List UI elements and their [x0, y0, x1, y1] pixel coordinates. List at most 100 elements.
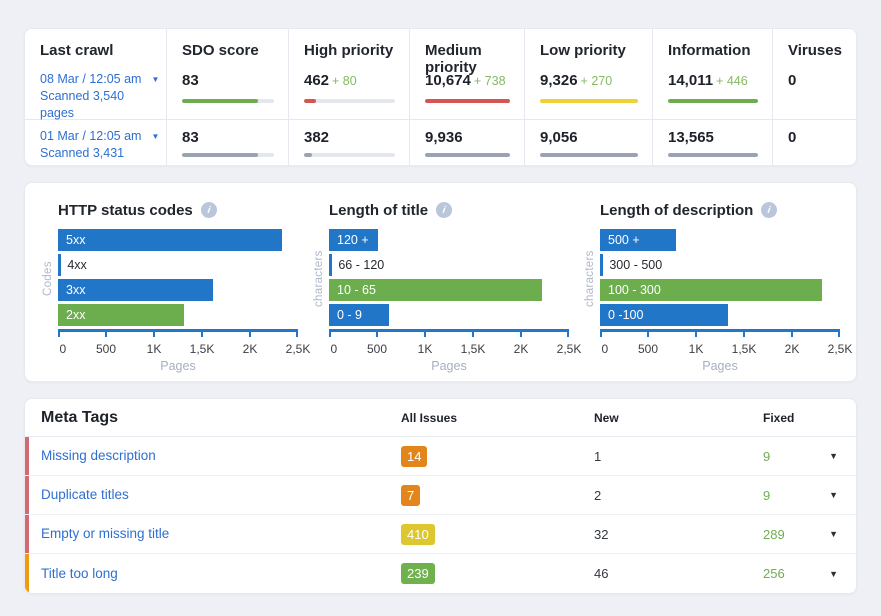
- bar-label: 2xx: [66, 308, 86, 322]
- info-icon[interactable]: i: [435, 200, 454, 220]
- metric-cell-high-priority: 462 + 80: [289, 67, 410, 122]
- chevron-down-icon[interactable]: ▼: [829, 568, 838, 579]
- crawl-date-label: 08 Mar / 12:05 am: [40, 72, 142, 86]
- bar-label: 100 - 300: [608, 283, 661, 297]
- new-count: 1: [594, 448, 602, 464]
- crawl-row-current: 08 Mar / 12:05 am ▼ Scanned 3,540 pages …: [25, 67, 856, 122]
- crawl-date-label: 01 Mar / 12:05 am: [40, 129, 142, 143]
- info-icon[interactable]: i: [199, 200, 218, 220]
- column-header-fixed: Fixed: [763, 410, 795, 425]
- new-count: 32: [594, 526, 609, 542]
- x-axis-label: Pages: [431, 359, 467, 373]
- metric-cell-information: 14,011 + 446: [653, 67, 773, 122]
- progress-bar: [182, 153, 274, 157]
- scanned-pages-label: Scanned 3,540 pages: [40, 89, 125, 120]
- x-axis-label: Pages: [702, 359, 738, 373]
- severity-accent-bar: [25, 554, 29, 593]
- all-issues-badge: 239: [401, 563, 435, 584]
- table-row-duplicate-titles[interactable]: Duplicate titles 7 2 9 ▼: [25, 476, 856, 515]
- column-header-new: New: [594, 410, 619, 425]
- issue-link[interactable]: Title too long: [41, 565, 118, 581]
- chart-title: Length of description: [600, 201, 754, 219]
- bar-label: 0 - 9: [337, 308, 363, 322]
- bar-0-9: 0 - 9: [329, 304, 569, 326]
- summary-header-row: Last crawl SDO score High priority Mediu…: [25, 29, 856, 76]
- chevron-down-icon[interactable]: ▼: [829, 490, 838, 500]
- metric-value: 462: [304, 72, 330, 89]
- fixed-count: 9: [763, 487, 771, 503]
- fixed-count: 256: [763, 566, 785, 581]
- metric-cell-medium-priority: 9,936: [410, 120, 525, 165]
- chart-title: Length of title: [329, 201, 429, 219]
- metric-delta: + 446: [716, 74, 748, 88]
- chevron-down-icon: ▼: [151, 132, 160, 141]
- metric-cell-information: 13,565: [653, 120, 773, 165]
- column-header-last-crawl: Last crawl: [25, 29, 167, 76]
- issue-link[interactable]: Duplicate titles: [41, 487, 129, 502]
- fixed-count: 9: [763, 448, 771, 464]
- new-count: 2: [594, 487, 602, 503]
- issue-link[interactable]: Empty or missing title: [41, 526, 170, 541]
- chart-title: HTTP status codes: [58, 201, 193, 219]
- severity-accent-bar: [25, 515, 29, 553]
- crawl-date-dropdown[interactable]: 01 Mar / 12:05 am ▼: [40, 128, 159, 145]
- bar-2xx: 2xx: [58, 304, 298, 326]
- metric-cell-viruses: 0: [773, 120, 856, 165]
- chevron-down-icon[interactable]: ▼: [829, 529, 838, 539]
- crawl-date-cell: 01 Mar / 12:05 am ▼ Scanned 3,431 pages: [25, 120, 167, 165]
- severity-accent-bar: [25, 476, 29, 514]
- bar-66-120: 66 - 120: [329, 254, 569, 276]
- x-axis-tick-labels: 0 500 1K 1,5K 2K 2,5K: [59, 342, 311, 356]
- scanned-pages-label: Scanned 3,431 pages: [40, 146, 125, 165]
- bar-label: 120 +: [337, 233, 369, 247]
- bar-label: 300 - 500: [609, 258, 663, 272]
- column-header-sdo-score: SDO score: [167, 29, 289, 76]
- info-icon[interactable]: i: [760, 200, 779, 220]
- meta-tags-header-row: Meta Tags All Issues New Fixed: [25, 399, 856, 437]
- bar-0-100: 0 -100: [600, 304, 840, 326]
- table-row-empty-or-missing-title[interactable]: Empty or missing title 410 32 289 ▼: [25, 515, 856, 554]
- table-row-missing-description[interactable]: Missing description 14 1 9 ▼: [25, 437, 856, 476]
- metric-value: 382: [304, 129, 330, 146]
- metric-value: 83: [182, 129, 199, 146]
- metric-cell-low-priority: 9,326 + 270: [525, 67, 653, 122]
- metric-value: 0: [788, 72, 797, 89]
- meta-tags-card: Meta Tags All Issues New Fixed Missing d…: [24, 398, 857, 594]
- bar-500-plus: 500 +: [600, 229, 840, 251]
- column-header-high-priority: High priority: [289, 29, 410, 76]
- all-issues-badge: 410: [401, 523, 435, 545]
- meta-tags-title: Meta Tags: [41, 408, 119, 426]
- x-axis-line: [329, 329, 569, 332]
- crawl-date-dropdown[interactable]: 08 Mar / 12:05 am ▼: [40, 71, 159, 88]
- x-axis-line: [600, 329, 840, 332]
- issue-link[interactable]: Missing description: [41, 448, 156, 463]
- metric-value: 9,056: [540, 129, 578, 146]
- column-header-viruses: Viruses: [788, 42, 842, 59]
- x-axis-line: [58, 329, 298, 332]
- metric-delta: + 738: [473, 74, 506, 88]
- chart-http-status-codes: HTTP status codes i Codes 5xx 4xx 3xx 2x…: [41, 200, 311, 373]
- progress-bar: [182, 99, 274, 103]
- x-axis-ticks: [600, 332, 840, 337]
- column-header-medium-priority: Medium priority: [410, 29, 525, 76]
- x-axis-ticks: [329, 332, 569, 337]
- bar-label: 66 - 120: [338, 258, 385, 272]
- x-axis-tick-labels: 0 500 1K 1,5K 2K 2,5K: [601, 342, 853, 356]
- metric-delta: + 80: [332, 74, 357, 88]
- column-header-low-priority: Low priority: [525, 29, 653, 76]
- severity-accent-bar: [25, 437, 29, 475]
- bar-label: 10 - 65: [337, 283, 376, 297]
- progress-bar: [668, 99, 758, 103]
- progress-bar: [540, 99, 638, 103]
- bar-3xx: 3xx: [58, 279, 298, 301]
- bar-label: 3xx: [66, 283, 86, 297]
- x-axis-tick-labels: 0 500 1K 1,5K 2K 2,5K: [330, 342, 582, 356]
- chevron-down-icon[interactable]: ▼: [829, 451, 838, 461]
- metric-delta: + 270: [580, 74, 613, 88]
- table-row-title-too-long[interactable]: Title too long 239 46 256 ▼: [25, 554, 856, 593]
- progress-bar: [425, 99, 510, 103]
- metric-cell-sdo-score: 83: [167, 120, 289, 165]
- crawl-date-cell: 08 Mar / 12:05 am ▼ Scanned 3,540 pages: [25, 67, 167, 122]
- bar-120-plus: 120 +: [329, 229, 569, 251]
- bar-label: 5xx: [66, 233, 86, 247]
